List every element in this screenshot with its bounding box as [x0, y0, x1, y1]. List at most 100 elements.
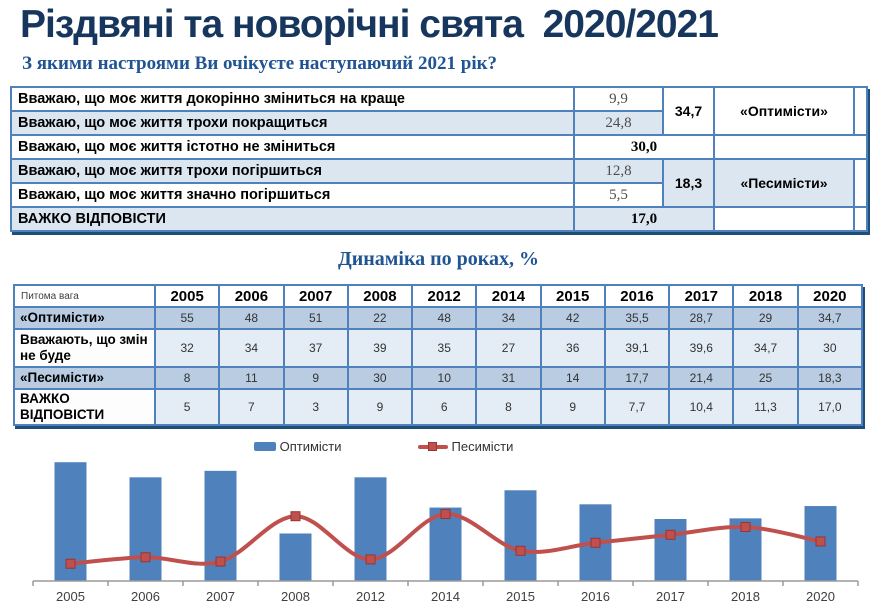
- data-cell: 9: [539, 388, 606, 427]
- data-cell: 37: [282, 328, 349, 369]
- statement-cell: Вважаю, що моє життя істотно не змінитьс…: [10, 134, 575, 161]
- statement-cell: Вважаю, що моє життя докорінно зміниться…: [10, 86, 575, 113]
- value-cell: 30,0: [573, 134, 715, 161]
- data-cell: 39: [346, 328, 414, 369]
- year-header-cell: 2006: [218, 284, 285, 309]
- legend-label-pessimists: Песимісти: [451, 439, 514, 455]
- statement-cell: Вважаю, що моє життя трохи погіршиться: [10, 158, 575, 185]
- statement-cell: Вважаю, що моє життя значно погіршиться: [10, 182, 575, 209]
- data-cell: 5: [153, 388, 221, 427]
- table-row: «Оптимісти» 55 48 51 22 48 34 42 35,5 28…: [13, 306, 864, 331]
- optimists-total-cell: 34,7: [662, 86, 715, 137]
- data-cell: 22: [346, 306, 414, 331]
- empty-cell: [713, 206, 855, 233]
- value-cell: 9,9: [573, 86, 664, 113]
- svg-text:2016: 2016: [581, 589, 610, 604]
- data-cell: 31: [475, 366, 542, 391]
- data-cell: 48: [218, 306, 285, 331]
- year-header-cell: 2005: [153, 284, 221, 309]
- svg-text:2017: 2017: [656, 589, 685, 604]
- svg-text:2020: 2020: [806, 589, 835, 604]
- year-header-cell: 2017: [668, 284, 735, 309]
- data-cell: 35,5: [603, 306, 671, 331]
- dynamics-chart: 2005 2006 2007 2008 2012 2014 2015 2016 2017 2018…: [32, 462, 859, 604]
- svg-text:2018: 2018: [731, 589, 760, 604]
- data-cell: 30: [346, 366, 414, 391]
- svg-text:2005: 2005: [56, 589, 85, 604]
- table-row: Вважаю, що моє життя значно погіршиться …: [10, 182, 867, 209]
- data-cell: 35: [411, 328, 478, 369]
- year-header-cell: 2008: [346, 284, 414, 309]
- pessimists-swatch-icon: [417, 442, 448, 452]
- year-header-cell: 2020: [796, 284, 864, 309]
- data-cell: 21,4: [668, 366, 735, 391]
- table-row: ВАЖКО ВІДПОВІСТИ 17,0: [10, 206, 868, 233]
- table-row: Вважаю, що моє життя докорінно зміниться…: [10, 86, 868, 137]
- row-label-cell: Вважають, що змін не буде: [13, 328, 156, 369]
- data-cell: 30: [796, 328, 864, 369]
- dynamics-table: Питома вага 2005 2006 2007 2008 2012 201…: [13, 284, 864, 427]
- value-cell: 24,8: [573, 110, 664, 137]
- table-row: Вважаю, що моє життя істотно не змінитьс…: [10, 134, 868, 161]
- chart-legend: Оптимісти Песимісти: [0, 439, 822, 454]
- data-cell: 39,6: [668, 328, 735, 369]
- data-cell: 3: [282, 388, 349, 427]
- data-cell: 7: [218, 388, 285, 427]
- data-cell: 9: [346, 388, 414, 427]
- data-cell: 17,7: [603, 366, 671, 391]
- data-cell: 7,7: [603, 388, 671, 427]
- spacer-cell: [853, 158, 868, 209]
- svg-text:2007: 2007: [206, 589, 235, 604]
- data-cell: 42: [539, 306, 606, 331]
- row-label-cell: ВАЖКО ВІДПОВІСТИ: [13, 388, 156, 427]
- legend-label-optimists: Оптимісти: [279, 439, 342, 455]
- data-cell: 10,4: [668, 388, 735, 427]
- corner-cell: Питома вага: [13, 284, 156, 309]
- data-cell: 18,3: [796, 366, 864, 391]
- optimists-swatch-icon: [253, 442, 276, 452]
- svg-text:2012: 2012: [356, 589, 385, 604]
- value-cell: 12,8: [573, 158, 664, 185]
- svg-text:2015: 2015: [506, 589, 535, 604]
- data-cell: 39,1: [603, 328, 671, 369]
- table-row: Вважають, що змін не буде 32 34 37 39 35…: [13, 328, 864, 369]
- year-header-cell: 2015: [539, 284, 606, 309]
- row-label-cell: «Песимісти»: [13, 366, 156, 391]
- dynamics-title: Динаміка по роках, %: [337, 248, 540, 271]
- data-cell: 36: [539, 328, 606, 369]
- value-cell: 17,0: [573, 206, 715, 233]
- data-cell: 11,3: [732, 388, 799, 427]
- pessimists-name-cell: «Песимісти»: [713, 158, 855, 209]
- year-header-cell: 2018: [732, 284, 799, 309]
- value-cell: 5,5: [573, 182, 664, 209]
- page-title: Різдвяні та новорічні свята 2020/2021: [20, 3, 719, 46]
- year-header-cell: 2012: [411, 284, 478, 309]
- data-cell: 34,7: [732, 328, 799, 369]
- optimists-name-cell: «Оптимісти»: [713, 86, 855, 137]
- table-row: ВАЖКО ВІДПОВІСТИ 5 7 3 9 6 8 9 7,7 10,4 …: [13, 388, 864, 427]
- data-cell: 48: [411, 306, 478, 331]
- empty-cell: [713, 134, 868, 161]
- svg-text:2008: 2008: [281, 589, 310, 604]
- data-cell: 11: [218, 366, 285, 391]
- year-header-cell: 2014: [475, 284, 542, 309]
- svg-text:2006: 2006: [131, 589, 160, 604]
- data-cell: 8: [475, 388, 542, 427]
- data-cell: 14: [539, 366, 606, 391]
- data-cell: 29: [732, 306, 799, 331]
- data-cell: 28,7: [668, 306, 735, 331]
- data-cell: 8: [153, 366, 221, 391]
- statement-cell: Вважаю, що моє життя трохи покращиться: [10, 110, 575, 137]
- pessimists-total-cell: 18,3: [662, 158, 715, 209]
- data-cell: 25: [732, 366, 799, 391]
- data-cell: 34,7: [796, 306, 864, 331]
- svg-text:2014: 2014: [431, 589, 460, 604]
- legend-item-optimists: Оптимісти: [253, 439, 342, 455]
- data-cell: 34: [475, 306, 542, 331]
- data-cell: 9: [282, 366, 349, 391]
- table-row: «Песимісти» 8 11 9 30 10 31 14 17,7 21,4…: [13, 366, 864, 391]
- data-cell: 51: [282, 306, 349, 331]
- statement-cell: ВАЖКО ВІДПОВІСТИ: [10, 206, 575, 233]
- data-cell: 32: [153, 328, 221, 369]
- year-header-cell: 2007: [282, 284, 349, 309]
